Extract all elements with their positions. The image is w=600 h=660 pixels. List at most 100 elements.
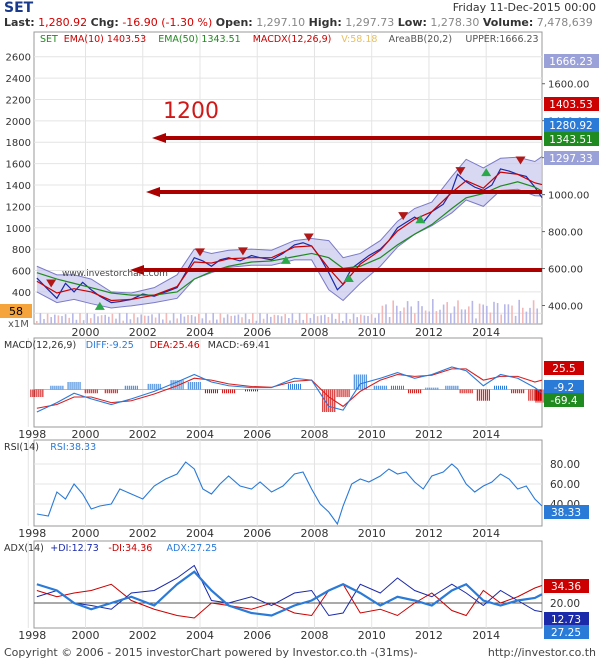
volume-bar — [338, 313, 340, 324]
bollinger-band-area — [36, 156, 543, 308]
price-y-tick: 2200 — [6, 95, 31, 106]
volume-bar — [399, 311, 402, 324]
rsi-x-tick: 1998 — [18, 527, 46, 540]
price-label-box — [544, 118, 599, 132]
macd-x-tick: 2014 — [472, 428, 500, 441]
symbol-title: SET — [4, 0, 34, 16]
high-label: High: — [308, 16, 342, 29]
volume-bar — [172, 313, 175, 324]
volume-bar — [75, 319, 78, 324]
volume-bar — [118, 313, 121, 324]
price-y-tick: 2400 — [6, 74, 31, 85]
volume-bar — [493, 301, 495, 324]
price-y-tick: 1000 — [6, 224, 31, 235]
rsi-x-tick: 2006 — [243, 527, 271, 540]
volume-bar — [237, 314, 240, 324]
price-y-tick: 1800 — [6, 138, 31, 149]
adx-x-tick: 2004 — [186, 629, 214, 642]
volume-bar — [151, 314, 153, 324]
volume-bar — [90, 318, 92, 324]
volume-bar — [140, 314, 142, 324]
price-right-tick: 1000.00 — [548, 191, 589, 202]
price-label-box — [544, 97, 599, 111]
sell-signal-marker — [237, 247, 248, 256]
volume-bar — [489, 312, 492, 324]
volume-bar — [532, 300, 535, 324]
volume-scale-badge — [0, 304, 32, 318]
sell-signal-marker — [398, 212, 409, 221]
footer-link[interactable]: http://investor.co.th — [487, 646, 596, 659]
rsi-value-box — [544, 505, 589, 519]
volume-bar — [266, 313, 268, 324]
support-arrow-head — [146, 187, 160, 197]
volume-bar — [154, 317, 157, 324]
volume-bar — [388, 316, 391, 324]
macd-value-text: -69.4 — [550, 395, 577, 407]
volume-bar — [50, 317, 52, 324]
volume-bar — [147, 315, 150, 324]
price-legend-item: AreaBB(20,2) — [389, 34, 452, 45]
volume-bar — [385, 304, 387, 324]
rsi-y-tick: 80.00 — [550, 459, 580, 471]
adx-x-tick: 2002 — [129, 629, 157, 642]
volume-bar — [255, 320, 258, 324]
volume-bar — [370, 314, 373, 324]
volume-bar — [518, 299, 520, 324]
volume-bar — [280, 316, 283, 324]
volume-bar — [324, 314, 326, 324]
rsi-value-text: 38.33 — [551, 507, 581, 519]
volume-bar — [507, 304, 510, 324]
support-arrow-head — [152, 133, 166, 143]
volume-bar — [468, 306, 470, 324]
price-y-tick: 2600 — [6, 53, 31, 64]
volume-bar — [435, 311, 438, 324]
macd-legend-item: DIFF:-9.25 — [86, 340, 134, 351]
watermark-text: www.investorchart.com — [62, 269, 168, 279]
volume-bar — [223, 317, 225, 324]
buy-signal-marker — [280, 255, 291, 264]
volume-bar — [46, 313, 49, 324]
copyright-footer: Copyright © 2006 - 2015 investorChart po… — [4, 646, 418, 659]
price-y-tick: 1600 — [6, 160, 31, 171]
volume-bar — [374, 317, 376, 324]
chg-label: Chg: — [90, 16, 119, 29]
price-label-text: 1343.51 — [549, 134, 592, 146]
volume-bar — [86, 313, 88, 324]
macd-x-tick: 2010 — [358, 428, 386, 441]
macd-x-tick: 2008 — [300, 428, 328, 441]
volume-bar — [406, 301, 409, 324]
rsi-x-tick: 2004 — [186, 527, 214, 540]
volume-bar — [133, 313, 135, 324]
volume-bar — [144, 315, 146, 324]
annotation-1200: 1200 — [163, 99, 219, 124]
diff-line — [36, 366, 543, 413]
volume-bar — [352, 313, 355, 324]
rsi-x-tick: 2002 — [129, 527, 157, 540]
price-label-box — [544, 151, 599, 165]
volume-bar — [64, 314, 67, 324]
volume-bar — [529, 307, 531, 324]
price-x-tick: 2010 — [358, 326, 386, 339]
adx-legend-item: -DI:34.36 — [108, 543, 152, 554]
macd-x-tick: 2012 — [415, 428, 443, 441]
adx-value-text: 27.25 — [551, 627, 581, 639]
volume-bar — [39, 313, 42, 324]
volume-bar — [61, 316, 63, 324]
volume-bar — [320, 315, 322, 324]
last-value: 1,280.92 — [38, 16, 88, 29]
support-arrow-head — [130, 265, 144, 275]
adx-value-box — [544, 579, 589, 593]
price-x-tick: 2000 — [72, 326, 100, 339]
price-legend-item: SET — [40, 34, 58, 45]
price-y-tick: 1400 — [6, 181, 31, 192]
volume-bar — [439, 309, 441, 324]
volume-bar — [504, 304, 506, 324]
volume-bar — [345, 313, 348, 324]
date-label: Friday 11-Dec-2015 00:00 — [452, 1, 596, 14]
rsi-legend-item: RSI(14) — [4, 442, 39, 453]
adx-x-tick: 2000 — [72, 629, 100, 642]
volume-bar — [176, 318, 178, 324]
sell-signal-marker — [194, 248, 205, 257]
sell-signal-marker — [303, 233, 314, 242]
